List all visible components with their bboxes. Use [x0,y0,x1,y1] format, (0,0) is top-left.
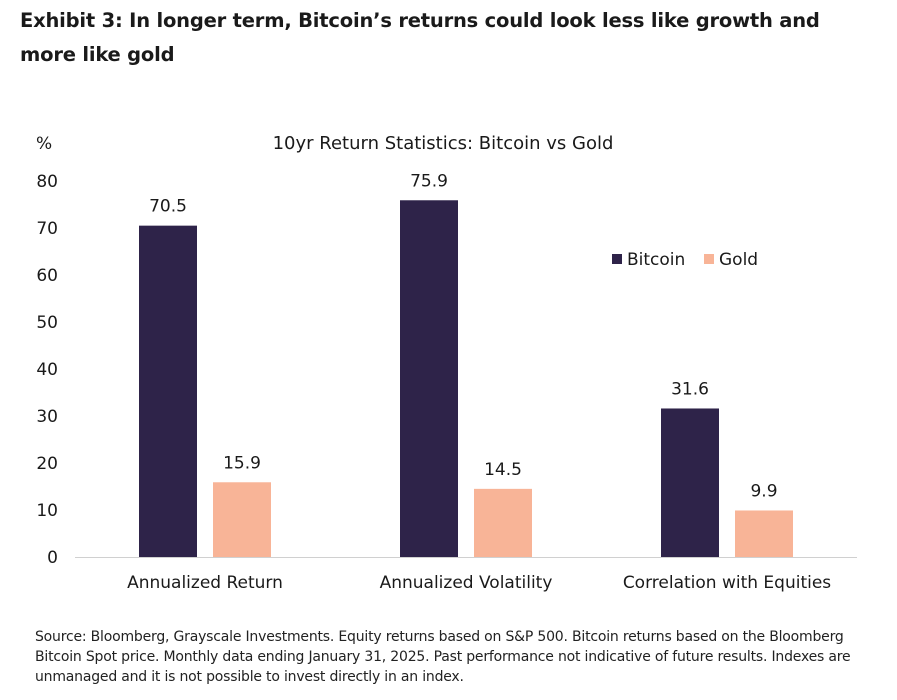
x-tick-label: Correlation with Equities [623,573,831,593]
legend-swatch-gold [704,254,714,264]
bar-gold [474,488,532,557]
y-tick-label: 40 [36,360,58,380]
y-tick-label: 80 [36,172,58,192]
y-axis-label: % [36,134,52,154]
data-label: 75.9 [410,171,448,191]
y-tick-label: 30 [36,407,58,427]
data-label: 31.6 [671,379,709,399]
legend-label: Gold [719,250,758,270]
x-tick-label: Annualized Volatility [380,573,553,593]
bar-gold [735,510,793,557]
exhibit-title: Exhibit 3: In longer term, Bitcoin’s ret… [20,9,820,66]
legend-label: Bitcoin [627,250,685,270]
bar-gold [213,482,271,557]
bar-bitcoin [400,200,458,557]
y-tick-label: 50 [36,313,58,333]
data-label: 9.9 [750,481,777,501]
y-tick-label: 10 [36,501,58,521]
bar-bitcoin [139,225,197,557]
chart-title: 10yr Return Statistics: Bitcoin vs Gold [273,133,614,154]
data-label: 70.5 [149,197,187,217]
x-tick-label: Annualized Return [127,573,283,593]
y-tick-label: 60 [36,266,58,286]
bar-bitcoin [661,408,719,557]
y-tick-label: 70 [36,219,58,239]
y-tick-label: 20 [36,454,58,474]
data-label: 15.9 [223,453,261,473]
y-tick-label: 0 [47,548,58,568]
source-note: Source: Bloomberg, Grayscale Investments… [35,629,851,685]
legend-swatch-bitcoin [612,254,622,264]
data-label: 14.5 [484,460,522,480]
bar-chart: % 10yr Return Statistics: Bitcoin vs Gol… [36,133,857,593]
